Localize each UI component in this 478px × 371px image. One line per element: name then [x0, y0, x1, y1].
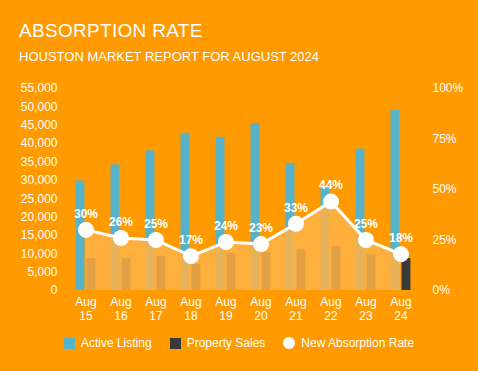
svg-text:Aug24: Aug24	[390, 295, 411, 323]
html-text:ABSORPTION RATE: ABSORPTION RATE	[19, 20, 203, 41]
svg-text:0: 0	[51, 283, 58, 297]
svg-text:Aug22: Aug22	[320, 295, 341, 323]
svg-text:10,000: 10,000	[21, 247, 58, 261]
svg-text:5,000: 5,000	[27, 265, 57, 279]
svg-text:Aug15: Aug15	[75, 295, 96, 323]
svg-text:26%: 26%	[109, 215, 133, 229]
svg-text:20,000: 20,000	[21, 210, 58, 224]
svg-text:25%: 25%	[354, 217, 378, 231]
svg-text:24%: 24%	[214, 219, 238, 233]
svg-text:Aug21: Aug21	[285, 295, 306, 323]
svg-text:45,000: 45,000	[21, 118, 58, 132]
svg-text:25%: 25%	[144, 217, 168, 231]
svg-text:18%: 18%	[389, 231, 413, 245]
svg-text:44%: 44%	[319, 178, 343, 192]
svg-text:23%: 23%	[249, 221, 273, 235]
svg-text:40,000: 40,000	[21, 136, 58, 150]
html-text:New Absorption Rate: New Absorption Rate	[301, 336, 415, 350]
svg-text:17%: 17%	[179, 233, 203, 247]
html-text:Active Listing: Active Listing	[80, 336, 152, 350]
svg-text:55,000: 55,000	[21, 81, 58, 95]
svg-text:30,000: 30,000	[21, 173, 58, 187]
svg-text:0%: 0%	[433, 283, 451, 297]
svg-text:50,000: 50,000	[21, 100, 58, 114]
svg-text:Aug20: Aug20	[250, 295, 271, 323]
svg-text:75%: 75%	[433, 132, 457, 146]
html-text:HOUSTON MARKET REPORT FOR AUGU: HOUSTON MARKET REPORT FOR AUGUST 2024	[19, 49, 319, 64]
svg-text:Aug18: Aug18	[180, 295, 201, 323]
svg-text:25,000: 25,000	[21, 192, 58, 206]
svg-text:30%: 30%	[74, 207, 98, 221]
svg-text:15,000: 15,000	[21, 228, 58, 242]
svg-text:50%: 50%	[433, 182, 457, 196]
svg-text:Aug16: Aug16	[110, 295, 131, 323]
html-text:Property Sales: Property Sales	[186, 336, 266, 350]
svg-text:Aug23: Aug23	[355, 295, 376, 323]
svg-text:Aug19: Aug19	[215, 295, 236, 323]
svg-text:Aug17: Aug17	[145, 295, 166, 323]
svg-text:25%: 25%	[433, 233, 457, 247]
svg-text:35,000: 35,000	[21, 155, 58, 169]
svg-text:100%: 100%	[433, 81, 464, 95]
svg-text:33%: 33%	[284, 201, 308, 215]
